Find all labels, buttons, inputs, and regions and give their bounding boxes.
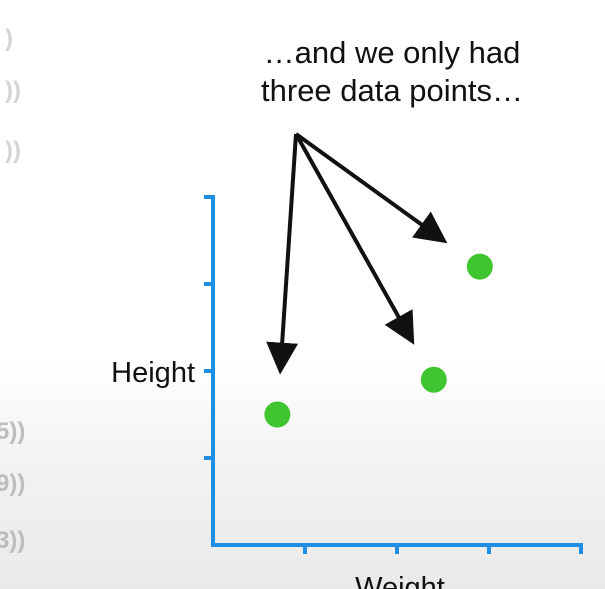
y-axis-label: Height (111, 357, 195, 389)
annotation-arrows (266, 132, 448, 375)
left-code-fragment: 3)) (0, 527, 25, 554)
data-point (264, 401, 291, 428)
left-code-fragment: )) (5, 137, 21, 164)
left-code-fragment: 9)) (0, 470, 25, 497)
y-axis-ticks (204, 195, 213, 460)
chart-axes (204, 195, 583, 554)
annotation-line-2: three data points… (261, 73, 523, 108)
data-point (420, 366, 447, 393)
data-point (466, 253, 493, 280)
annotation-line-1: …and we only had (264, 35, 521, 70)
left-code-fragment: 5)) (0, 418, 25, 445)
left-code-fragments: ))))) 5)) 9)) 3)) (0, 25, 25, 554)
left-code-fragment: ) (5, 25, 13, 52)
left-code-fragment: )) (5, 77, 21, 104)
x-axis-ticks (303, 545, 583, 554)
x-axis-label: Weight (355, 572, 445, 589)
annotation-arrow (294, 132, 448, 244)
annotation-arrow (266, 133, 299, 375)
annotation-arrow (294, 133, 415, 345)
data-points (264, 253, 493, 428)
